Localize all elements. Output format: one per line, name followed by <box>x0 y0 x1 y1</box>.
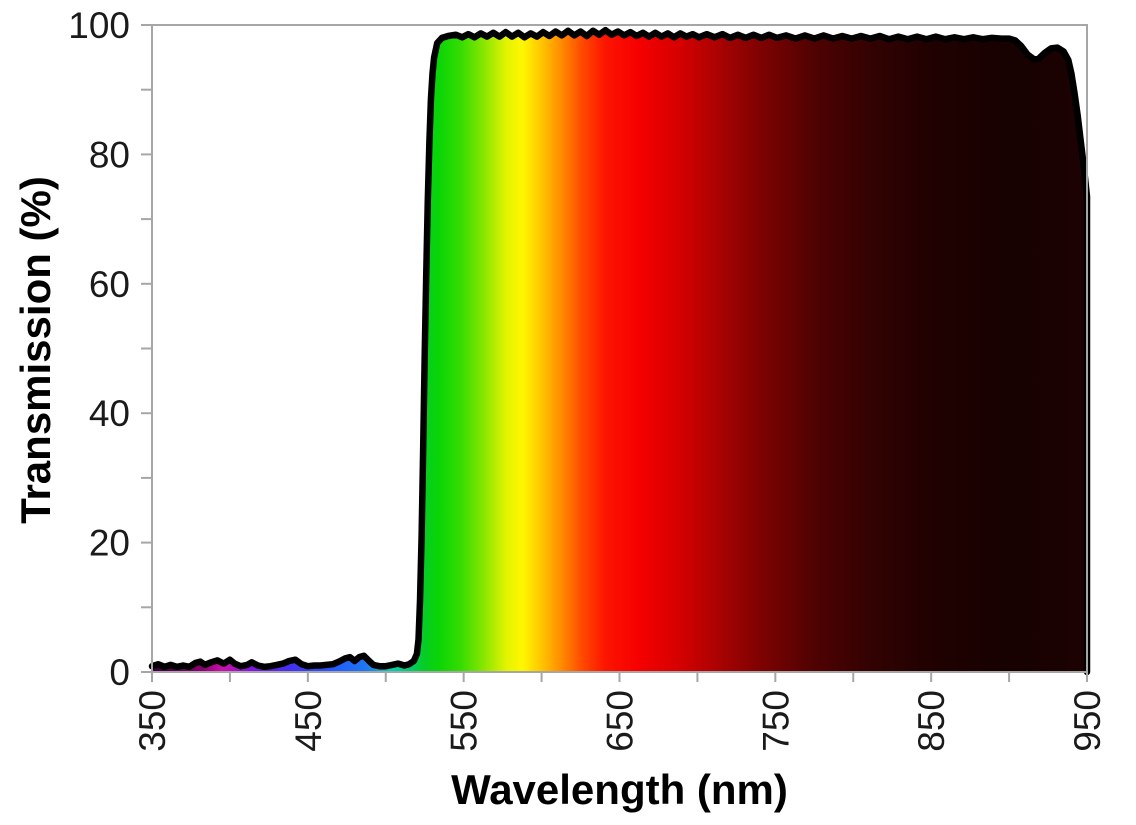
y-tick-labels: 0 20 40 60 80 100 <box>68 5 130 693</box>
x-tick-label: 550 <box>444 690 485 752</box>
x-tick-label: 450 <box>288 690 329 752</box>
spectrum-area-fill <box>152 30 1087 672</box>
y-tick-label: 100 <box>68 5 130 46</box>
y-tick-label: 60 <box>89 264 130 305</box>
x-tick-label: 350 <box>132 690 173 752</box>
y-axis-title: Transmission (%) <box>12 176 59 524</box>
y-tick-label: 80 <box>89 134 130 175</box>
transmission-curve <box>148 26 1091 676</box>
y-tick-label: 0 <box>109 652 130 693</box>
x-tick-label: 950 <box>1067 690 1108 752</box>
x-tick-labels: 350 450 550 650 750 850 950 <box>132 690 1108 752</box>
y-axis-ticks <box>141 24 152 673</box>
x-tick-label: 650 <box>600 690 641 752</box>
x-tick-label: 750 <box>755 690 796 752</box>
y-tick-label: 40 <box>89 393 130 434</box>
x-axis-title: Wavelength (nm) <box>451 766 788 813</box>
y-tick-label: 20 <box>89 523 130 564</box>
x-axis-ticks <box>151 672 1088 682</box>
x-tick-label: 850 <box>911 690 952 752</box>
